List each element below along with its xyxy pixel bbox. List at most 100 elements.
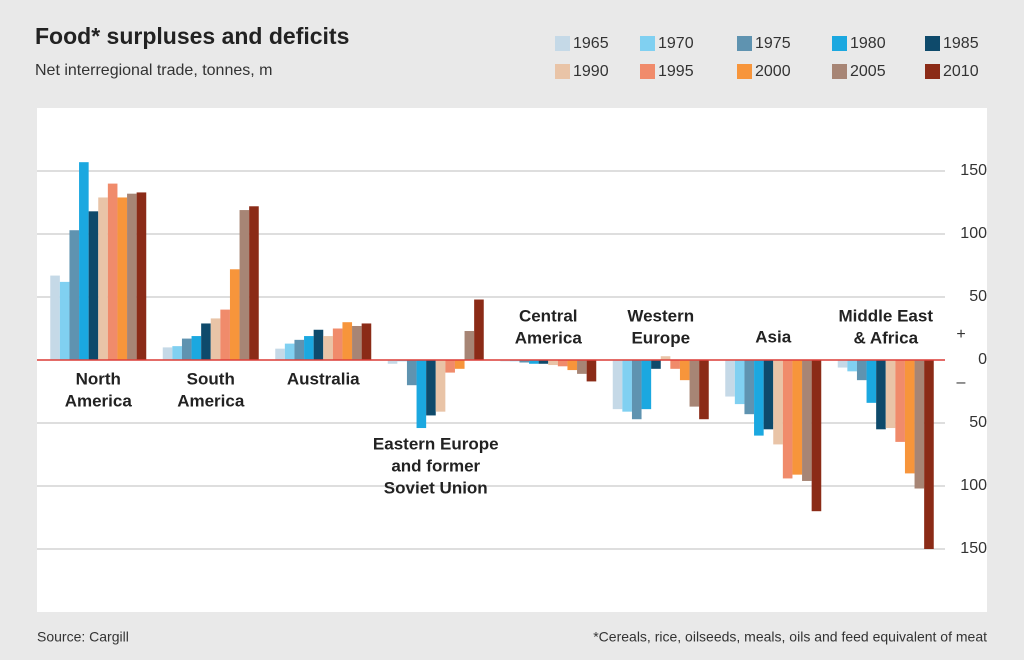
- bar: [847, 360, 857, 372]
- bar: [876, 360, 886, 430]
- legend-label: 2005: [850, 63, 886, 80]
- bar: [538, 360, 549, 364]
- y-tick-label: 50: [969, 414, 987, 431]
- legend-swatch: [737, 36, 752, 51]
- y-tick-label: 150: [960, 162, 987, 179]
- bar: [586, 360, 597, 382]
- bar: [426, 360, 436, 416]
- bar: [699, 360, 709, 420]
- bar: [249, 206, 259, 360]
- legend-label: 1995: [658, 63, 694, 80]
- bar: [406, 360, 417, 386]
- bar: [856, 360, 867, 381]
- bar: [181, 338, 192, 360]
- bar: [895, 360, 905, 442]
- legend-swatch: [640, 36, 655, 51]
- bar: [519, 360, 530, 363]
- category-label: South: [187, 369, 235, 388]
- bar: [464, 331, 475, 360]
- category-label: America: [177, 391, 245, 410]
- legend-label: 2000: [755, 63, 791, 80]
- source: Source: Cargill: [37, 629, 129, 645]
- bar: [914, 360, 925, 489]
- bar: [107, 183, 118, 360]
- bar: [162, 347, 173, 360]
- bar: [88, 211, 99, 360]
- bar: [754, 360, 764, 436]
- category-label: Europe: [631, 328, 690, 347]
- category-label: America: [515, 328, 583, 347]
- bar: [332, 328, 343, 360]
- bar: [641, 360, 652, 410]
- legend-swatch: [640, 64, 655, 79]
- bar: [136, 192, 147, 360]
- bar: [474, 299, 484, 360]
- bar: [670, 360, 680, 369]
- bar: [172, 346, 182, 360]
- bar: [660, 356, 671, 360]
- bar: [323, 336, 333, 360]
- category-label: Australia: [287, 369, 360, 388]
- bar: [782, 360, 793, 479]
- bar: [557, 360, 568, 367]
- bar: [548, 360, 558, 366]
- bar: [59, 281, 70, 360]
- y-tick-label: 150: [960, 540, 987, 557]
- bar: [304, 336, 314, 360]
- bar: [79, 162, 89, 360]
- bar: [734, 360, 745, 405]
- category-label: Soviet Union: [384, 478, 488, 497]
- bar: [69, 230, 80, 360]
- chart-subtitle: Net interregional trade, tonnes, m: [35, 62, 272, 79]
- y-tick-label: 0: [978, 351, 987, 368]
- bar: [387, 360, 398, 364]
- bar: [191, 336, 202, 360]
- legend-swatch: [555, 64, 570, 79]
- bar: [651, 360, 661, 369]
- bar: [435, 360, 446, 412]
- legend-swatch: [832, 64, 847, 79]
- category-label: Middle East: [839, 306, 934, 325]
- bar: [313, 329, 324, 360]
- legend-label: 1980: [850, 35, 886, 52]
- category-label: Western: [627, 306, 694, 325]
- bar: [98, 197, 108, 360]
- footnote: *Cereals, rice, oilseeds, meals, oils an…: [593, 629, 987, 645]
- legend-swatch: [555, 36, 570, 51]
- category-label: Asia: [755, 327, 791, 346]
- bar: [837, 360, 848, 368]
- bar: [679, 360, 690, 381]
- legend-label: 2010: [943, 63, 979, 80]
- legend-label: 1985: [943, 35, 979, 52]
- bar: [239, 210, 250, 360]
- positive-sign: +: [956, 326, 965, 343]
- bar: [924, 360, 934, 549]
- bar: [689, 360, 700, 407]
- bar: [210, 318, 221, 360]
- bar: [50, 275, 60, 360]
- bar: [577, 360, 587, 374]
- category-label: America: [65, 391, 133, 410]
- bar: [284, 343, 295, 360]
- bar: [454, 360, 465, 369]
- negative-sign: –: [957, 374, 966, 391]
- y-tick-label: 100: [960, 225, 987, 242]
- bar: [866, 360, 877, 403]
- bar: [201, 323, 211, 360]
- bar: [220, 309, 230, 360]
- legend-swatch: [737, 64, 752, 79]
- bar: [612, 360, 623, 410]
- bar: [342, 322, 353, 360]
- bar: [117, 197, 128, 360]
- bar: [294, 339, 305, 360]
- bar: [763, 360, 774, 430]
- bar: [792, 360, 803, 475]
- bar: [744, 360, 755, 415]
- bar: [416, 360, 427, 429]
- legend-label: 1975: [755, 35, 791, 52]
- bar: [631, 360, 642, 420]
- bar: [229, 269, 240, 360]
- bar: [773, 360, 783, 445]
- bar: [352, 325, 362, 360]
